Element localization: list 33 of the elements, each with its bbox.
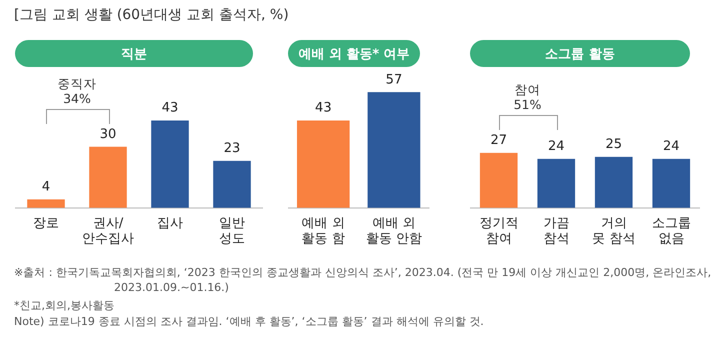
data-label: 23 [224,141,240,156]
text: 참여 51% [514,82,542,112]
bar [151,120,189,208]
data-label: 43 [162,100,178,116]
x-tick-label: 소그룹 없음 [652,216,691,247]
bar [213,160,251,208]
x-tick-label: 일반 성도 [219,216,245,247]
data-label: 25 [605,137,622,152]
data-label: 4 [42,180,50,195]
x-tick-label: 예배 외 활동 안함 [366,216,422,247]
x-tick-label: 거의 못 참석 [592,216,636,247]
text: [그림 교회 생활 (60년대생 교회 출석자, %) [14,6,289,24]
bar [27,199,65,208]
text: ※출처 : 한국기독교목회자협의회, ‘2023 한국인의 종교생활과 신앙의식 조사’, 2023.04. (전국 만 19세 이상 개신교인 2,000명, 온라인조사, 2023.01.09.~01.16.) [14,265,712,295]
chart-title: 직분 [15,40,253,67]
data-label: 57 [386,72,402,88]
data-label: 30 [100,126,116,142]
x-tick-label: 가끔 참석 [543,216,570,247]
bar [89,146,127,208]
data-label: 24 [548,139,565,154]
chart-title: 예배 외 활동* 여부 [288,40,420,67]
x-tick-label: 예배 외 활동 함 [302,216,345,247]
x-tick-label: 권사/ 안수집사 [82,216,134,247]
text: 중직자 34% [58,76,96,106]
x-tick-label: 장로 [33,216,59,231]
x-tick-label: 정기적 참여 [479,216,518,247]
data-label: 27 [490,133,508,148]
data-label: 24 [662,139,680,154]
x-tick-label: 집사 [157,216,183,231]
chart-title: 소그룹 활동 [470,40,690,67]
text: *친교,회의,봉사활동 [14,298,116,313]
text: Note) 코로나19 종료 시점의 조사 결과임. ‘예배 후 활동’, ‘소그룹 활동’ 결과 해석에 유의할 것. [14,314,485,329]
data-label: 43 [315,100,332,116]
